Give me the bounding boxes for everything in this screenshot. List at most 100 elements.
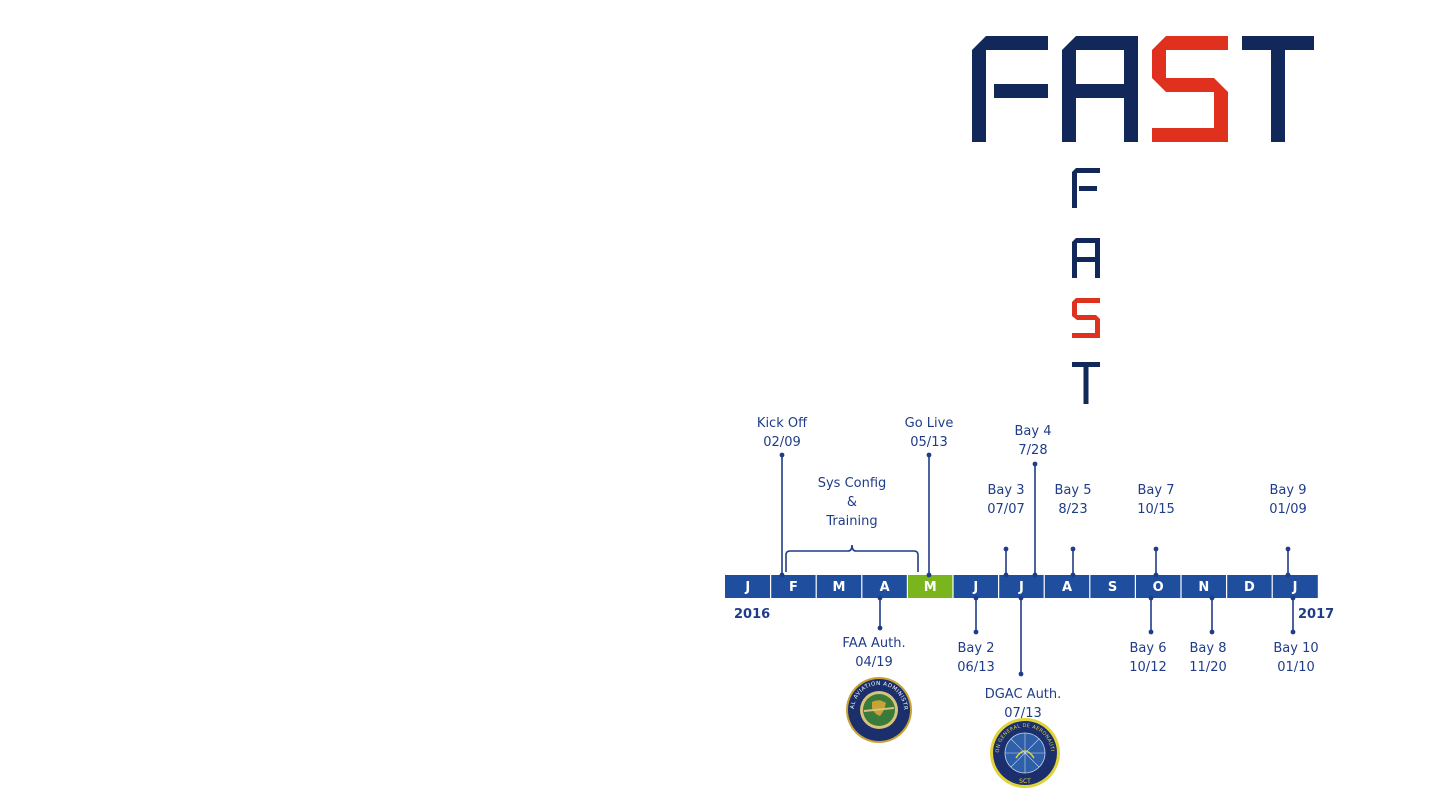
connector-dot-kickoff	[779, 572, 785, 578]
event-bay2-title: Bay 2	[958, 641, 995, 656]
connector-dot-bay3	[1003, 546, 1009, 552]
logo-letter-s	[1152, 36, 1228, 142]
event-golive-date: 05/13	[910, 435, 947, 450]
vertical-letter-a	[1072, 238, 1100, 278]
dgac-seal: DIRECCION GENERAL DE AERONAUTICA CIVIL S…	[0, 0, 1060, 788]
connector-dot-bay2	[973, 629, 979, 635]
event-bay9-title: Bay 9	[1270, 483, 1307, 498]
month-label: A	[1062, 580, 1072, 595]
month-label: J	[1292, 580, 1298, 595]
span-label-line-1: Sys Config	[818, 476, 887, 491]
event-bay8-date: 11/20	[1189, 660, 1226, 675]
vertical-fast-word	[1072, 168, 1100, 404]
connector-dot-kickoff	[779, 452, 785, 458]
month-label: M	[833, 580, 846, 595]
connector-dot-bay7	[1153, 546, 1159, 552]
month-label: D	[1244, 580, 1255, 595]
event-bay4-date: 7/28	[1018, 443, 1047, 458]
event-bay7-title: Bay 7	[1138, 483, 1175, 498]
month-cell	[861, 575, 908, 598]
month-label: J	[744, 580, 750, 595]
month-cell	[1044, 575, 1090, 598]
connector-dot-bay4	[1032, 461, 1038, 467]
month-cell	[1181, 575, 1227, 598]
sys-config-bracket	[785, 544, 919, 572]
connector-dot-dgac	[1018, 671, 1024, 677]
month-label: N	[1198, 580, 1209, 595]
connector-dot-bay8	[1209, 629, 1215, 635]
month-cell	[1226, 575, 1273, 598]
connector-dot-bay3	[1003, 572, 1009, 578]
event-bay7-date: 10/15	[1137, 502, 1174, 517]
event-faa-date: 04/19	[855, 655, 892, 670]
event-bay3-date: 07/07	[987, 502, 1024, 517]
year-start-label: 2016	[734, 607, 770, 622]
connector-dot-bay10	[1290, 595, 1296, 601]
year-end-label: 2017	[1298, 607, 1334, 622]
event-bay8-title: Bay 8	[1190, 641, 1227, 656]
month-cell	[770, 575, 817, 598]
svg-text:SCT: SCT	[1019, 778, 1031, 785]
event-dgac-date: 07/13	[1004, 706, 1041, 721]
svg-text:FEDERAL AVIATION ADMINISTRATIO: FEDERAL AVIATION ADMINISTRATION	[0, 0, 908, 710]
event-bay6-date: 10/12	[1129, 660, 1166, 675]
event-connectors	[779, 452, 1296, 677]
event-golive-title: Go Live	[905, 416, 954, 431]
event-bay2-date: 06/13	[957, 660, 994, 675]
connector-dot-bay4	[1032, 572, 1038, 578]
connector-dot-golive	[926, 572, 932, 578]
event-faa-title: FAA Auth.	[842, 636, 905, 651]
fast-logo	[972, 36, 1314, 142]
event-bay4-title: Bay 4	[1015, 424, 1052, 439]
logo-letter-t	[1242, 36, 1314, 142]
event-bay9-date: 01/09	[1269, 502, 1306, 517]
faa-seal: FEDERAL AVIATION ADMINISTRATION	[0, 0, 912, 743]
vertical-letter-s	[1072, 298, 1100, 338]
month-label: A	[880, 580, 890, 595]
month-cell	[998, 575, 1045, 598]
vertical-letter-f	[1072, 168, 1100, 208]
connector-dot-bay6	[1148, 629, 1154, 635]
event-bay5-date: 8/23	[1058, 502, 1087, 517]
month-cell	[816, 575, 862, 598]
connector-dot-bay8	[1209, 595, 1215, 601]
span-label-line-2: &	[847, 495, 857, 510]
month-label: M	[924, 580, 937, 595]
connector-dot-dgac	[1018, 595, 1024, 601]
connector-dot-bay9	[1285, 572, 1291, 578]
vertical-letter-t	[1072, 362, 1100, 404]
event-dgac-title: DGAC Auth.	[985, 687, 1062, 702]
span-label-line-3: Training	[825, 514, 877, 529]
connector-dot-faa	[877, 625, 883, 631]
connector-dot-bay2	[973, 595, 979, 601]
event-bay10-title: Bay 10	[1273, 641, 1318, 656]
connector-dot-bay5	[1070, 546, 1076, 552]
month-cell	[953, 575, 999, 598]
event-bay5-title: Bay 5	[1055, 483, 1092, 498]
month-label: S	[1108, 580, 1117, 595]
connector-dot-bay5	[1070, 572, 1076, 578]
event-bay10-date: 01/10	[1277, 660, 1314, 675]
connector-dot-faa	[877, 595, 883, 601]
logo-letter-f	[972, 36, 1048, 142]
month-label: J	[972, 580, 978, 595]
month-cell	[1272, 575, 1318, 598]
month-cell	[725, 575, 771, 598]
connector-dot-bay9	[1285, 546, 1291, 552]
connector-dot-bay6	[1148, 595, 1154, 601]
month-cell	[1089, 575, 1136, 598]
connector-dot-golive	[926, 452, 932, 458]
connector-dot-bay10	[1290, 629, 1296, 635]
event-kickoff-title: Kick Off	[757, 416, 808, 431]
event-bay6-title: Bay 6	[1130, 641, 1167, 656]
month-label: F	[789, 580, 798, 595]
connector-dot-bay7	[1153, 572, 1159, 578]
event-kickoff-date: 02/09	[763, 435, 800, 450]
logo-letter-a	[1062, 36, 1138, 142]
faa-seal-text: FEDERAL AVIATION ADMINISTRATION	[0, 0, 908, 710]
month-label: J	[1018, 580, 1024, 595]
event-bay3-title: Bay 3	[988, 483, 1025, 498]
month-label: O	[1153, 580, 1164, 595]
